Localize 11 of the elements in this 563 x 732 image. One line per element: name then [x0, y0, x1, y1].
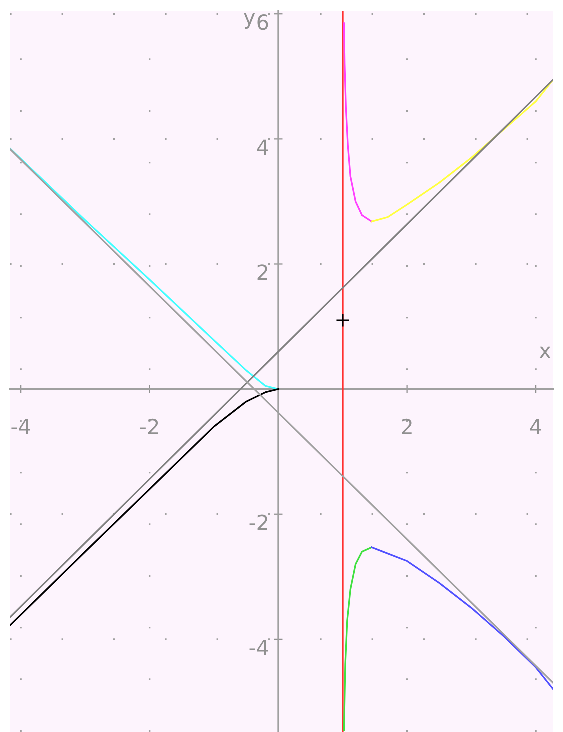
x-tick-label: -4 — [12, 419, 30, 434]
x-tick-label: 4 — [530, 419, 542, 434]
y-tick-label: 4 — [257, 140, 268, 156]
y-tick-label: 2 — [258, 264, 268, 280]
x-tick-label: 2 — [402, 418, 412, 434]
y-tick-label: 6 — [258, 14, 268, 30]
x-tick-label: -2 — [140, 418, 158, 434]
y-tick-label: -2 — [250, 514, 268, 530]
y-tick-label: -4 — [250, 640, 268, 656]
y-axis-title: y — [244, 13, 256, 30]
x-axis-title: x — [540, 346, 551, 358]
